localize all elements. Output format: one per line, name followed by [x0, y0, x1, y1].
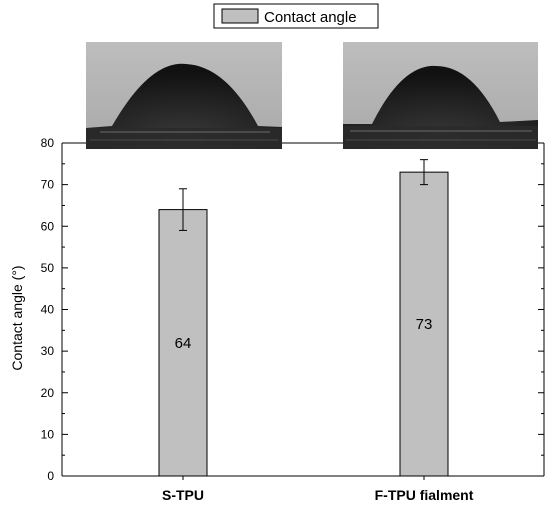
category-label: F-TPU fialment — [375, 487, 474, 503]
y-tick-label: 50 — [41, 261, 55, 275]
legend-label: Contact angle — [264, 9, 357, 26]
y-tick-label: 10 — [41, 427, 55, 441]
y-axis: 0 10 20 30 40 50 60 70 80 — [41, 136, 544, 483]
y-tick-label: 20 — [41, 386, 55, 400]
y-tick-label: 80 — [41, 136, 55, 150]
y-tick-label: 60 — [41, 219, 55, 233]
data-label: 64 — [175, 335, 192, 352]
bar — [399, 171, 449, 477]
legend: Contact angle — [213, 3, 379, 29]
category-label: S-TPU — [162, 487, 204, 503]
y-axis-title: Contact angle (°) — [9, 265, 25, 370]
legend-swatch — [221, 8, 259, 24]
plot-frame — [61, 142, 545, 477]
y-tick-label: 70 — [41, 178, 55, 192]
y-tick-label: 0 — [47, 469, 54, 483]
x-axis: S-TPU F-TPU fialment — [162, 476, 474, 503]
droplet-photo-s-tpu — [86, 42, 282, 150]
data-label: 73 — [416, 316, 433, 333]
bars: 64 73 — [158, 159, 449, 477]
y-tick-label: 40 — [41, 303, 55, 317]
droplet-photo-f-tpu — [343, 42, 538, 149]
bar — [158, 209, 208, 477]
y-tick-label: 30 — [41, 344, 55, 358]
